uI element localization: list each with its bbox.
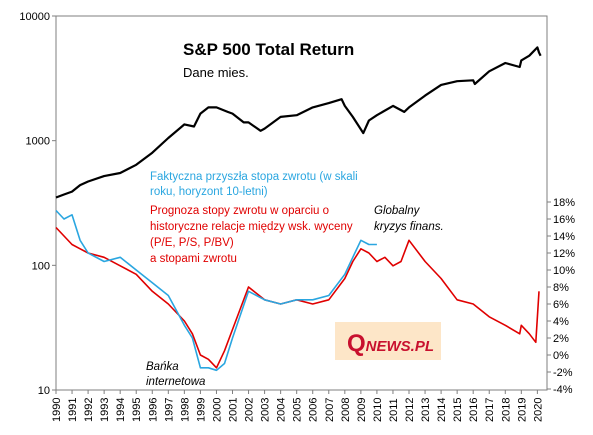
- x-tick-label: 1991: [67, 398, 79, 422]
- x-tick-label: 1992: [83, 398, 95, 422]
- x-tick-label: 1997: [163, 398, 175, 422]
- logo-q: Q: [347, 330, 366, 357]
- right-tick-label: -2%: [553, 367, 573, 379]
- series-layer: [55, 46, 542, 372]
- x-tick-label: 1995: [131, 398, 143, 422]
- left-tick-label: 10: [38, 385, 50, 397]
- left-tick-label: 1000: [26, 136, 50, 148]
- series-line-0: [55, 46, 542, 199]
- chart-subtitle: Dane mies.: [183, 65, 249, 80]
- right-tick-label: 14%: [553, 231, 575, 243]
- x-tick-label: 2007: [324, 398, 336, 422]
- plot-area: [55, 15, 548, 391]
- left-tick-label: 100: [32, 260, 50, 272]
- left-tick-label: 10000: [19, 11, 50, 23]
- x-tick-label: 1994: [115, 398, 127, 422]
- x-tick-label: 2018: [500, 398, 512, 422]
- x-tick-label: 2015: [452, 398, 464, 422]
- x-tick-label: 1996: [147, 398, 159, 422]
- x-tick-label: 2003: [260, 398, 272, 422]
- annotation-bubble-1: Bańka: [146, 361, 179, 373]
- right-tick-label: -4%: [553, 384, 573, 396]
- x-tick-label: 1999: [195, 398, 207, 422]
- series-line-2: [55, 226, 540, 369]
- svg-text:QNEWS.PL: QNEWS.PL: [347, 330, 434, 357]
- x-tick-label: 1998: [179, 398, 191, 422]
- qnews-logo: QNEWS.PL: [335, 322, 441, 360]
- x-tick-label: 2002: [244, 398, 256, 422]
- x-tick-label: 2005: [292, 398, 304, 422]
- annotation-forecast-4: a stopami zwrotu: [150, 253, 237, 265]
- right-tick-label: 12%: [553, 248, 575, 260]
- x-tick-label: 2010: [372, 398, 384, 422]
- right-tick-label: 16%: [553, 214, 575, 226]
- right-tick-label: 18%: [553, 197, 575, 209]
- x-tick-label: 2013: [420, 398, 432, 422]
- right-tick-label: 0%: [553, 350, 569, 362]
- left-axis: 10 100 1000 10000: [19, 11, 56, 397]
- annotation-bubble-2: internetowa: [146, 376, 205, 388]
- annotation-actual-return-1: Faktyczna przyszła stopa zwrotu (w skali: [150, 171, 358, 183]
- right-tick-label: 4%: [553, 316, 569, 328]
- x-tick-label: 2009: [356, 398, 368, 422]
- x-tick-label: 2020: [532, 398, 544, 422]
- x-tick-label: 2017: [484, 398, 496, 422]
- annotation-forecast-1: Prognoza stopy zwrotu w oparciu o: [150, 205, 329, 217]
- right-tick-label: 2%: [553, 333, 569, 345]
- x-tick-label: 1993: [99, 398, 111, 422]
- right-tick-label: 10%: [553, 265, 575, 277]
- right-tick-label: 6%: [553, 299, 569, 311]
- x-tick-label: 2014: [436, 398, 448, 422]
- x-tick-label: 2004: [276, 398, 288, 422]
- x-tick-label: 2001: [228, 398, 240, 422]
- right-axis: -4% -2% 0% 2% 4% 6% 8% 10% 12% 14% 16% 18%: [547, 197, 575, 396]
- series-line-1: [55, 209, 377, 372]
- x-tick-label: 2011: [388, 398, 400, 422]
- x-tick-label: 2012: [404, 398, 416, 422]
- annotation-crisis-2: kryzys finans.: [374, 221, 444, 233]
- annotation-forecast-3: (P/E, P/S, P/BV): [150, 237, 234, 249]
- x-tick-label: 2008: [340, 398, 352, 422]
- x-tick-label: 1990: [51, 398, 63, 422]
- annotation-actual-return-2: roku, horyzont 10-letni): [150, 186, 268, 198]
- x-axis: 1990 1991 1992 1993 1994 1995 1996 1997 1998 1999…: [51, 390, 544, 422]
- x-tick-label: 2006: [308, 398, 320, 422]
- x-tick-label: 2019: [516, 398, 528, 422]
- annotation-forecast-2: historyczne relacje między wsk. wyceny: [150, 221, 353, 233]
- x-tick-label: 2016: [468, 398, 480, 422]
- logo-rest: NEWS.PL: [366, 338, 434, 355]
- chart-title: S&P 500 Total Return: [183, 40, 354, 59]
- x-tick-label: 2000: [211, 398, 223, 422]
- annotation-crisis-1: Globalny: [374, 205, 421, 217]
- right-tick-label: 8%: [553, 282, 569, 294]
